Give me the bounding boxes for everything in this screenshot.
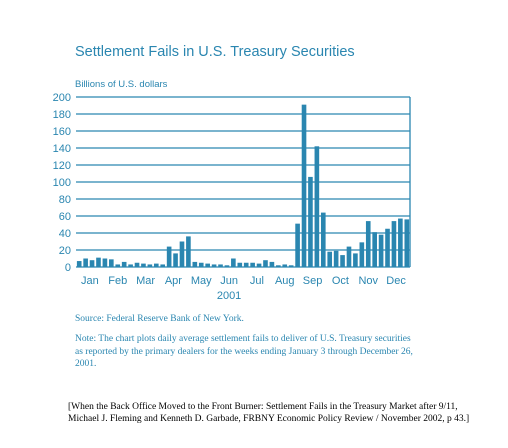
bar [109,259,114,267]
bar [404,219,410,267]
chart-title: Settlement Fails in U.S. Treasury Securi… [75,44,355,60]
bar [102,258,108,267]
bar [147,264,153,267]
bar [346,246,352,267]
x-tick-label: Aug [275,275,295,287]
bar-chart: 0 20 40 60 80 100 120 140 160 180 200 Jan Feb Mar Apr… [53,92,411,302]
bar [282,264,288,267]
bar [218,264,223,267]
x-tick-labels: Jan Feb Mar Apr May Jun Jul Aug Sep Oct Nov Dec [81,275,406,287]
x-tick-label: Nov [358,275,378,287]
bar [288,265,294,267]
y-tick-label: 200 [53,92,71,104]
y-tick-label: 80 [59,194,71,206]
bar [391,221,397,267]
bar [89,260,95,267]
bar [327,251,333,267]
bar [243,262,249,267]
bar [359,242,365,267]
x-tick-label: Sep [303,275,323,287]
x-tick-label: Feb [108,275,127,287]
bar [372,232,377,267]
y-axis-label: Billions of U.S. dollars [75,79,168,90]
bar [179,241,185,267]
bar [308,176,313,267]
bar [134,262,140,267]
bar [365,221,371,267]
bar [353,253,358,267]
bar [192,261,198,267]
y-tick-label: 0 [65,262,71,274]
bar [237,262,243,267]
bar [186,236,191,267]
y-tick-label: 100 [53,177,71,189]
bar [256,263,262,267]
y-tick-label: 120 [53,160,71,172]
bar [96,257,101,267]
x-tick-label: Oct [332,275,349,287]
bar [83,258,88,267]
bar [76,261,82,267]
bar [333,250,339,267]
y-tick-label: 20 [59,245,71,257]
bar [160,264,166,267]
bar [211,264,217,267]
bar [173,253,178,267]
bar [263,260,268,267]
x-tick-label: Jul [250,275,264,287]
x-tick-label: Jun [220,275,238,287]
bar [301,104,307,268]
bar [231,258,236,267]
x-tick-label: Apr [165,275,182,287]
bar [205,263,210,267]
bar [198,262,204,267]
bar [276,265,281,267]
citation: [When the Back Office Moved to the Front… [68,402,470,424]
x-axis-year-label: 2001 [217,290,241,302]
bar [295,223,300,267]
y-tick-label: 60 [59,211,71,223]
x-tick-label: May [191,275,212,287]
y-tick-labels: 0 20 40 60 80 100 120 140 160 180 200 [53,92,71,274]
bar [128,264,133,267]
x-tick-label: Jan [81,275,99,287]
bar [166,246,172,267]
bar [153,263,159,267]
bar [269,261,275,267]
bar [385,228,390,267]
chart-grid [76,96,411,268]
bar [320,212,326,267]
bar [115,264,121,267]
bar [224,265,230,267]
chart-note: Note: The chart plots daily average sett… [75,334,413,369]
chart-bars [76,104,410,268]
bar [340,255,345,267]
x-tick-label: Mar [136,275,155,287]
y-tick-label: 40 [59,228,71,240]
y-tick-label: 180 [53,109,71,121]
bar [141,263,146,267]
bar [398,218,403,267]
bar [121,261,127,267]
bar [378,234,384,267]
bar [314,146,320,267]
x-tick-label: Dec [386,275,406,287]
y-tick-label: 160 [53,126,71,138]
bar [250,262,255,267]
source-note: Source: Federal Reserve Bank of New York… [75,314,244,324]
y-tick-label: 140 [53,143,71,155]
